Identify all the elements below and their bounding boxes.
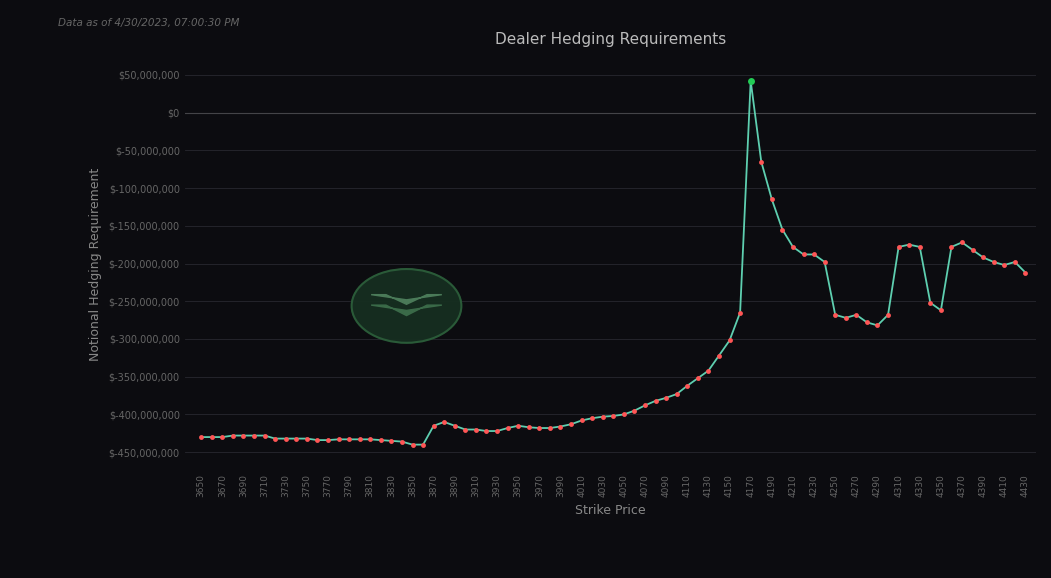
Title: Dealer Hedging Requirements: Dealer Hedging Requirements (495, 32, 726, 47)
Text: Data as of 4/30/2023, 07:00:30 PM: Data as of 4/30/2023, 07:00:30 PM (58, 18, 240, 28)
X-axis label: Strike Price: Strike Price (575, 504, 646, 517)
Y-axis label: Notional Hedging Requirement: Notional Hedging Requirement (88, 168, 102, 361)
